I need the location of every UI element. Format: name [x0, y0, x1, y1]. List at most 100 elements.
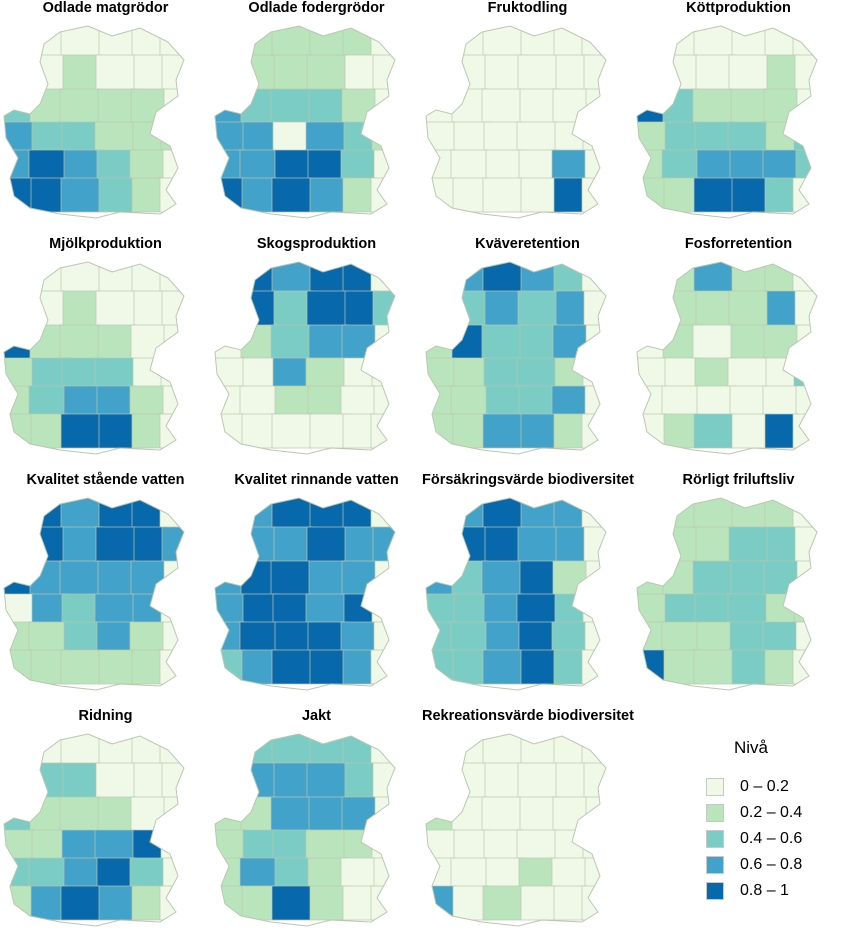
- municipality-region: [308, 560, 349, 596]
- legend-item: 0 – 0.2: [706, 776, 836, 798]
- municipality-region: [517, 526, 558, 568]
- municipality-region: [370, 649, 395, 685]
- municipality-region: [581, 649, 606, 685]
- municipality-region: [271, 498, 312, 531]
- municipality-region: [426, 498, 457, 531]
- municipality-region: [370, 262, 395, 295]
- map-outline: [636, 497, 818, 691]
- municipality-region: [426, 290, 457, 332]
- municipality-region: [482, 26, 523, 59]
- map-outline: [214, 261, 396, 455]
- map-panel-jakt: Jakt: [211, 708, 422, 936]
- municipality-region: [270, 88, 311, 124]
- municipality-region: [159, 177, 184, 213]
- municipality-region: [728, 526, 769, 568]
- municipality-region: [271, 734, 312, 767]
- municipality-region: [585, 324, 606, 360]
- municipality-region: [693, 262, 734, 295]
- map-panel-fosforretention: Fosforretention: [633, 236, 844, 464]
- municipality-region: [585, 88, 606, 124]
- municipality-region: [163, 88, 184, 124]
- municipality-region: [552, 560, 588, 596]
- map-panel-odlade-matgrodor: Odlade matgrödor: [0, 0, 211, 228]
- municipality-region: [581, 413, 606, 449]
- map-title: Rekreationsvärde biodiversitet: [422, 708, 634, 724]
- map-panel-kvalitet-rinnande-vatten: Kvalitet rinnande vatten: [211, 472, 422, 700]
- municipality-region: [481, 324, 522, 360]
- choropleth-map: [214, 25, 396, 219]
- municipality-region: [4, 560, 35, 596]
- municipality-region: [163, 560, 184, 596]
- municipality-region: [519, 88, 560, 124]
- municipality-region: [341, 324, 377, 360]
- municipality-region: [4, 262, 35, 295]
- municipality-region: [95, 54, 136, 96]
- municipality-region: [519, 796, 560, 832]
- municipality-region: [482, 262, 523, 295]
- map-title: Köttproduktion: [686, 0, 791, 16]
- municipality-region: [271, 177, 312, 213]
- municipality-region: [270, 560, 311, 596]
- map-title: Odlade matgrödor: [42, 0, 169, 16]
- municipality-region: [796, 324, 817, 360]
- map-outline: [214, 497, 396, 691]
- choropleth-map: [425, 733, 607, 927]
- choropleth-map: [214, 733, 396, 927]
- municipality-region: [215, 324, 246, 360]
- municipality-region: [426, 526, 457, 568]
- municipality-region: [59, 560, 100, 596]
- map-title: Kväveretention: [475, 236, 580, 252]
- municipality-region: [60, 649, 101, 685]
- legend-swatch: [706, 830, 724, 848]
- municipality-region: [215, 262, 246, 295]
- choropleth-map: [636, 25, 818, 219]
- map-title: Odlade fodergrödor: [248, 0, 385, 16]
- municipality-region: [581, 26, 606, 59]
- municipality-region: [130, 88, 166, 124]
- municipality-region: [370, 413, 395, 449]
- municipality-region: [306, 290, 347, 332]
- legend-title: Nivå: [734, 738, 769, 757]
- municipality-region: [552, 324, 588, 360]
- municipality-region: [581, 177, 606, 213]
- municipality-region: [159, 262, 184, 295]
- legend-item: 0.6 – 0.8: [706, 854, 836, 876]
- municipality-region: [215, 290, 246, 332]
- municipality-region: [482, 413, 523, 449]
- municipality-region: [59, 88, 100, 124]
- municipality-region: [159, 413, 184, 449]
- legend-item: 0.4 – 0.6: [706, 828, 836, 850]
- map-panel-forsakringsvarde-biodiversitet: Försäkringsvärde biodiversitet: [422, 472, 634, 700]
- choropleth-map: [636, 497, 818, 691]
- map-outline: [3, 261, 185, 455]
- municipality-region: [309, 177, 350, 213]
- municipality-region: [4, 88, 35, 124]
- map-outline: [636, 25, 818, 219]
- legend-label: 0.6 – 0.8: [740, 856, 803, 873]
- municipality-region: [426, 324, 457, 360]
- choropleth-map: [425, 497, 607, 691]
- map-title: Rörligt friluftsliv: [682, 472, 795, 488]
- municipality-region: [95, 526, 136, 568]
- municipality-region: [309, 413, 350, 449]
- municipality-region: [215, 498, 246, 531]
- map-title: Kvalitet stående vatten: [26, 472, 185, 488]
- municipality-region: [481, 796, 522, 832]
- legend-label: 0 – 0.2: [740, 778, 789, 795]
- map-panel-kvalitet-staende-vatten: Kvalitet stående vatten: [0, 472, 211, 700]
- map-outline: [636, 261, 818, 455]
- municipality-region: [792, 26, 817, 59]
- legend-swatch: [706, 804, 724, 822]
- municipality-region: [763, 88, 799, 124]
- municipality-region: [581, 734, 606, 767]
- legend-swatch: [706, 778, 724, 796]
- municipality-region: [4, 796, 35, 832]
- municipality-region: [481, 560, 522, 596]
- municipality-region: [98, 649, 139, 685]
- municipality-region: [692, 324, 733, 360]
- municipality-region: [374, 88, 395, 124]
- municipality-region: [159, 649, 184, 685]
- municipality-region: [731, 177, 772, 213]
- municipality-region: [306, 54, 347, 96]
- choropleth-map: [3, 261, 185, 455]
